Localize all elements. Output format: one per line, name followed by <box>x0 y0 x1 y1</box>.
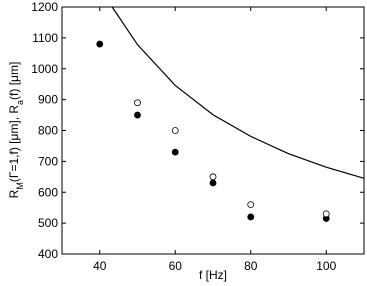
x-tick-label: 100 <box>316 259 336 273</box>
point <box>209 173 217 181</box>
y-tick-label: 800 <box>38 124 58 138</box>
point <box>247 201 255 209</box>
y-tick-label: 900 <box>38 93 58 107</box>
point <box>209 179 217 187</box>
x-tick-label: 60 <box>169 259 183 273</box>
y-tick-label: 1100 <box>32 31 58 45</box>
y-axis-label-part: R <box>7 189 21 198</box>
y-tick-label: 1000 <box>31 62 58 76</box>
point <box>322 210 330 218</box>
y-tick-label: 1200 <box>31 0 58 14</box>
y-axis-label: RM(Γ=1,f) [μm], Ra(f) [μm] <box>7 62 25 199</box>
plot-frame <box>61 6 365 255</box>
y-tick-label: 500 <box>38 216 58 230</box>
x-axis-label: f [Hz] <box>199 268 227 282</box>
x-tick-label: 40 <box>93 259 107 273</box>
curve <box>111 6 365 179</box>
y-tick-label: 700 <box>38 154 58 168</box>
point <box>171 127 179 134</box>
point <box>171 148 179 156</box>
y-tick-label: 600 <box>38 185 58 199</box>
point <box>96 40 104 48</box>
point <box>134 99 141 107</box>
y-axis-label-part: a <box>15 100 25 105</box>
y-axis-label-part: (Γ=1,f) [μm], R <box>7 105 21 183</box>
point <box>247 213 255 221</box>
y-axis-label-part: (f) [μm] <box>7 62 21 100</box>
y-tick-label: 400 <box>38 247 58 261</box>
y-axis-label-part: M <box>15 182 25 190</box>
x-tick-label: 80 <box>244 259 258 273</box>
point <box>134 111 141 119</box>
